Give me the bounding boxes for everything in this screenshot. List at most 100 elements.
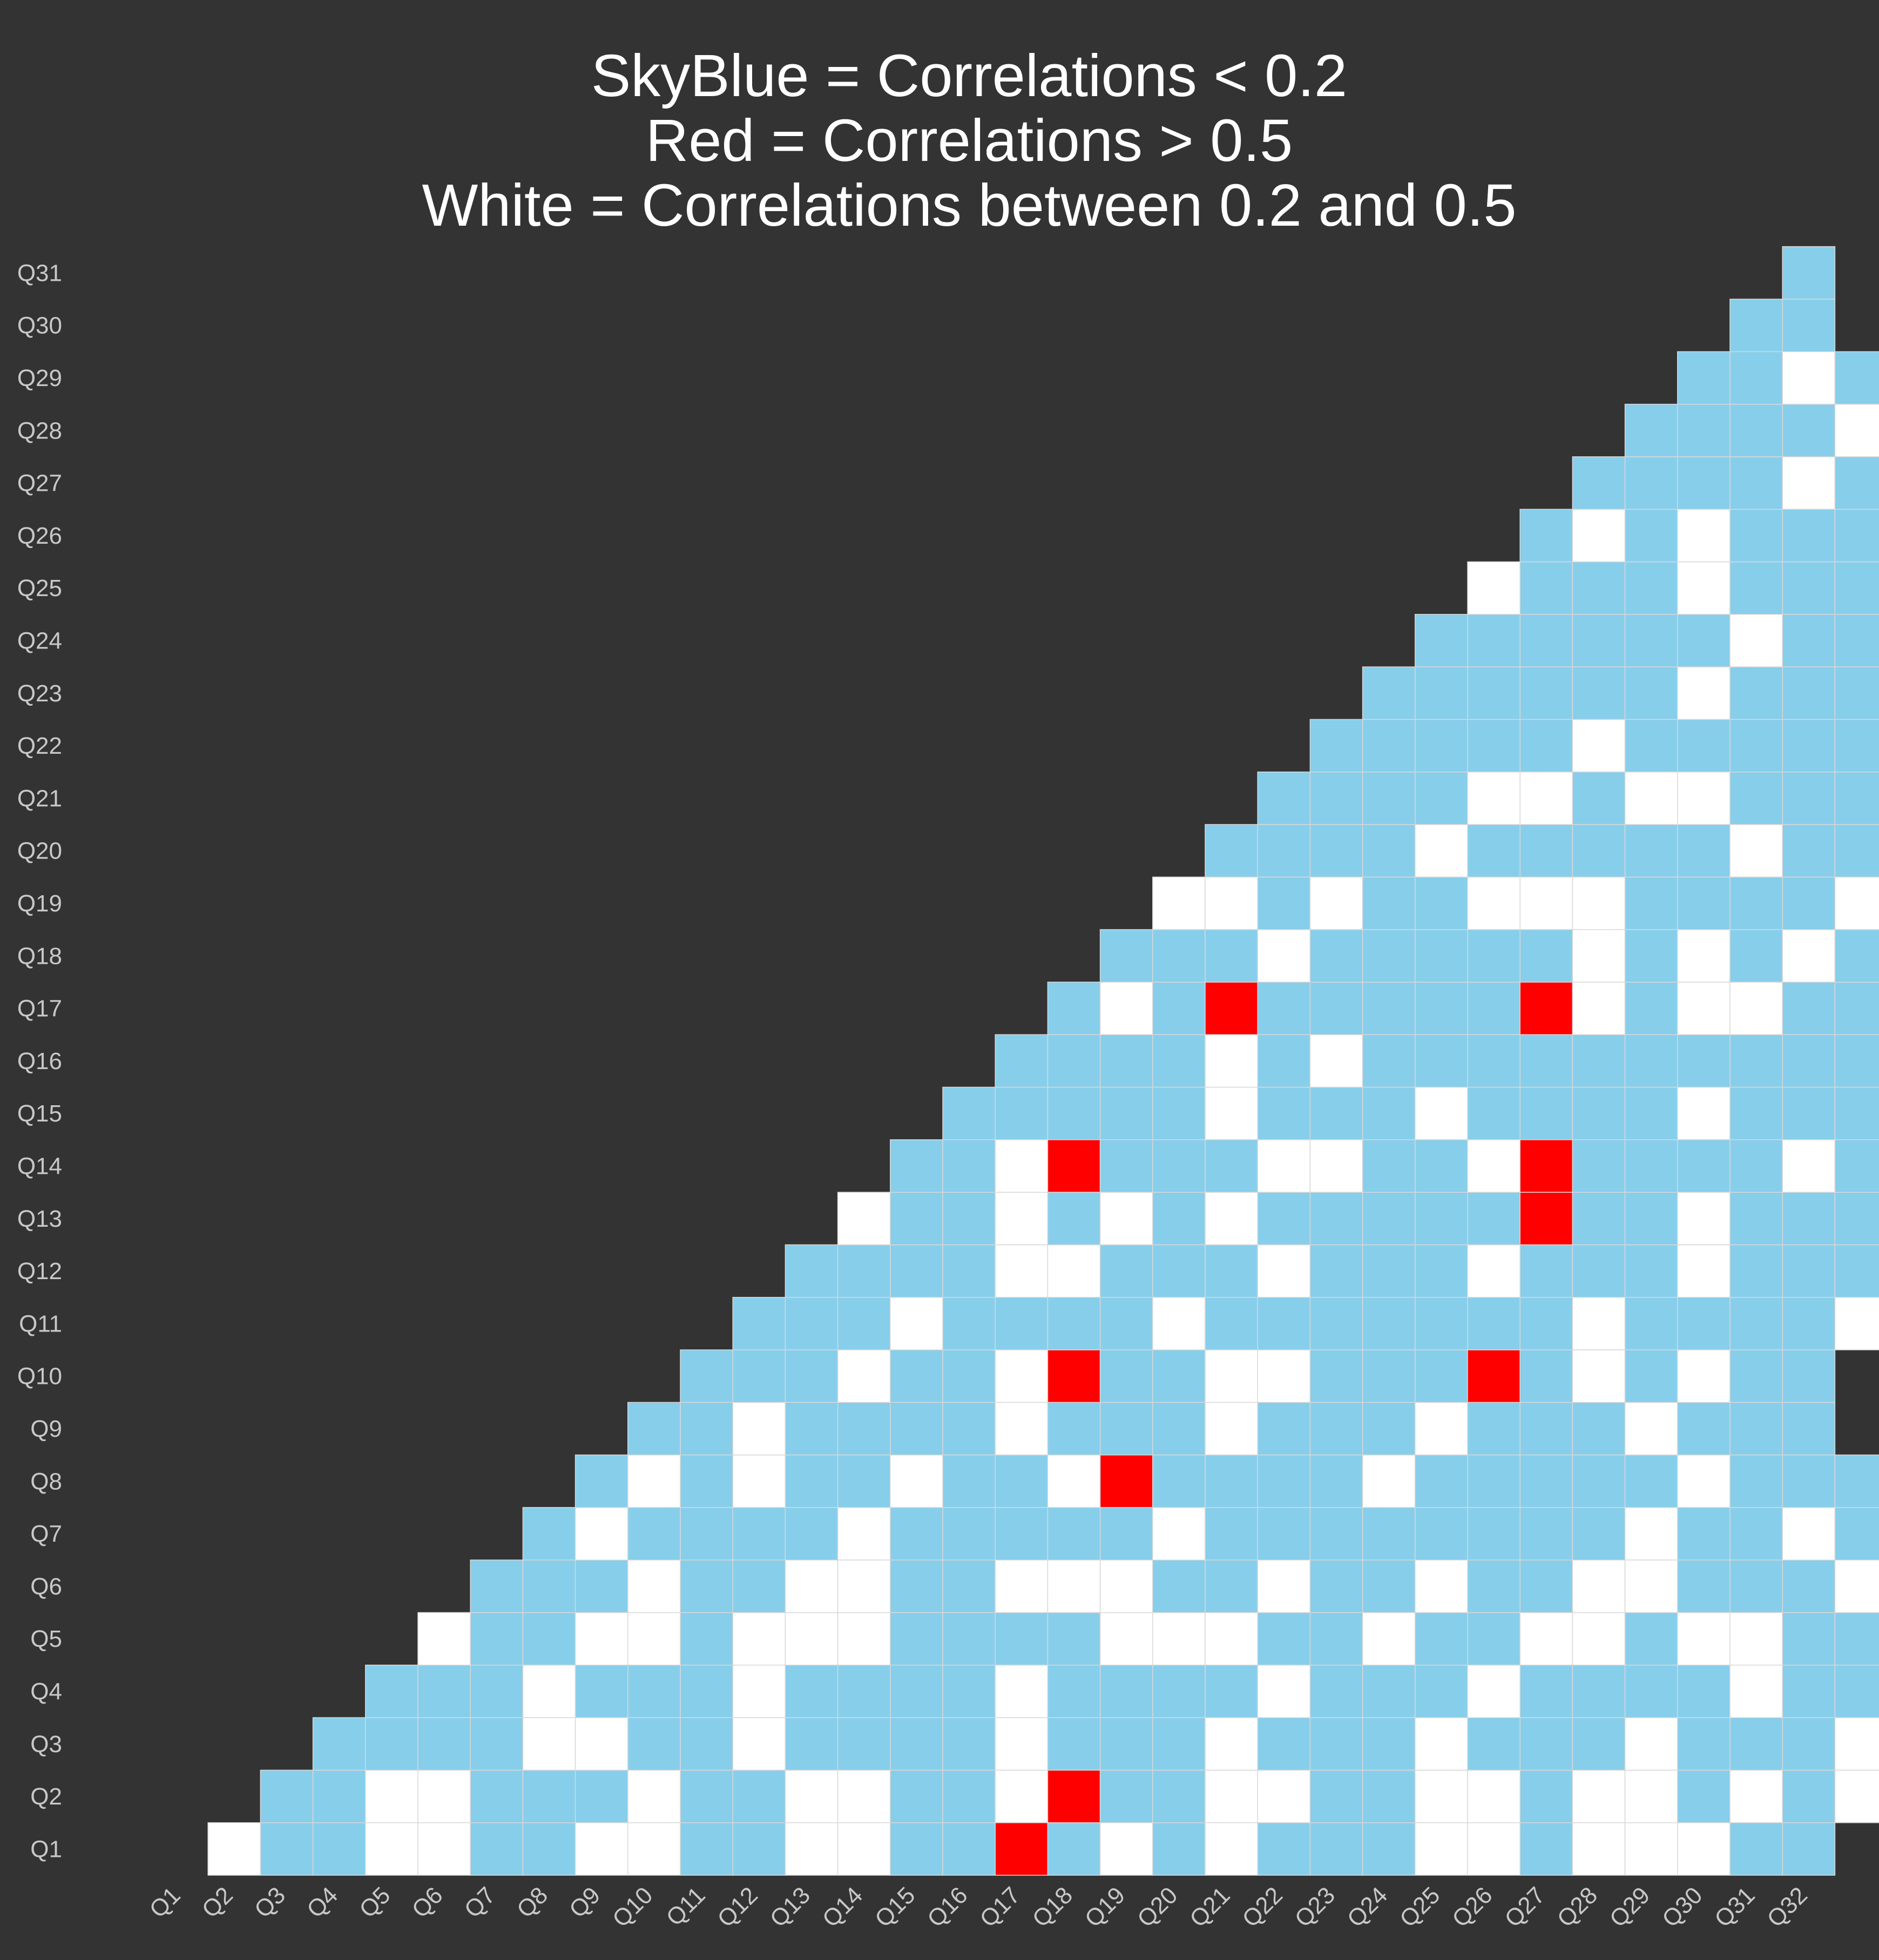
- heatmap-cell-Q12-Q23: [1309, 1244, 1363, 1298]
- heatmap-cell-Q23-Q26: [1467, 666, 1520, 720]
- heatmap-cell-Q27-Q28: [1572, 456, 1626, 510]
- heatmap-cell-Q8-Q12: [732, 1454, 786, 1508]
- heatmap-cell-Q13-Q25: [1415, 1192, 1468, 1246]
- heatmap-cell-Q2-Q15: [890, 1769, 943, 1823]
- heatmap-cell-Q12-Q22: [1257, 1244, 1311, 1298]
- heatmap-cell-Q6-Q22: [1257, 1559, 1311, 1613]
- heatmap-cell-Q9-Q25: [1415, 1402, 1468, 1456]
- heatmap-cell-Q1-Q21: [1205, 1822, 1258, 1876]
- heatmap-cell-Q5-Q10: [627, 1612, 681, 1666]
- heatmap-cell-Q13-Q27: [1519, 1192, 1573, 1246]
- heatmap-cell-Q12-Q28: [1572, 1244, 1626, 1298]
- heatmap-cell-Q17-Q29: [1624, 982, 1678, 1035]
- heatmap-cell-Q18-Q24: [1362, 929, 1416, 983]
- heatmap-cell-Q17-Q25: [1415, 982, 1468, 1035]
- heatmap-cell-Q4-Q23: [1309, 1665, 1363, 1718]
- y-tick-label: Q18: [17, 943, 62, 969]
- heatmap-cell-Q25-undefined: [1834, 561, 1879, 615]
- heatmap-cell-Q24-Q25: [1415, 614, 1468, 667]
- heatmap-cell-Q5-Q17: [995, 1612, 1049, 1666]
- heatmap-cell-Q4-Q13: [785, 1665, 839, 1718]
- heatmap-cell-Q10-Q12: [732, 1349, 786, 1403]
- heatmap-cell-Q5-Q9: [574, 1612, 628, 1666]
- heatmap-cell-Q5-Q30: [1677, 1612, 1731, 1666]
- heatmap-cell-Q29-Q32: [1782, 351, 1836, 405]
- heatmap-cell-Q1-Q17: [995, 1822, 1049, 1876]
- y-tick-label: Q2: [30, 1783, 62, 1810]
- heatmap-cell-Q13-Q30: [1677, 1192, 1731, 1246]
- heatmap-cell-Q10-Q32: [1782, 1349, 1836, 1403]
- heatmap-cell-Q11-undefined: [1834, 1296, 1879, 1350]
- heatmap-cell-Q28-Q30: [1677, 403, 1731, 457]
- heatmap-cell-Q18-Q26: [1467, 929, 1520, 983]
- heatmap-cell-Q3-Q20: [1152, 1717, 1206, 1771]
- heatmap-cell-Q15-Q22: [1257, 1086, 1311, 1140]
- heatmap-cell-Q20-Q22: [1257, 824, 1311, 878]
- y-tick-label: Q24: [17, 627, 62, 654]
- heatmap-cell-Q11-Q13: [785, 1296, 839, 1350]
- heatmap-cell-Q30-Q32: [1782, 299, 1836, 353]
- heatmap-cell-Q24-Q29: [1624, 614, 1678, 667]
- heatmap-cell-Q22-Q29: [1624, 719, 1678, 773]
- heatmap-cell-Q13-Q15: [890, 1192, 943, 1246]
- heatmap-cell-Q25-Q27: [1519, 561, 1573, 615]
- heatmap-cell-Q9-Q12: [732, 1402, 786, 1456]
- heatmap-cell-Q7-Q18: [1047, 1507, 1101, 1560]
- heatmap-cell-Q13-Q20: [1152, 1192, 1206, 1246]
- heatmap-cell-Q2-Q7: [470, 1769, 524, 1823]
- heatmap-cell-Q3-Q10: [627, 1717, 681, 1771]
- heatmap-cell-Q18-Q25: [1415, 929, 1468, 983]
- heatmap-cell-Q23-Q30: [1677, 666, 1731, 720]
- heatmap-cell-Q1-Q28: [1572, 1822, 1626, 1876]
- heatmap-cell-Q8-Q20: [1152, 1454, 1206, 1508]
- heatmap-cell-Q7-Q14: [837, 1507, 891, 1560]
- heatmap-cell-Q1-Q23: [1309, 1822, 1363, 1876]
- heatmap-cell-Q19-Q26: [1467, 876, 1520, 930]
- heatmap-cell-Q4-Q25: [1415, 1665, 1468, 1718]
- heatmap-cell-Q29-Q30: [1677, 351, 1731, 405]
- heatmap-cell-Q3-Q21: [1205, 1717, 1258, 1771]
- heatmap-cell-Q26-Q28: [1572, 509, 1626, 563]
- heatmap-cell-Q10-Q29: [1624, 1349, 1678, 1403]
- heatmap-cell-Q12-Q15: [890, 1244, 943, 1298]
- heatmap-cell-Q9-Q27: [1519, 1402, 1573, 1456]
- heatmap-cell-Q7-Q15: [890, 1507, 943, 1560]
- heatmap-cell-Q13-Q18: [1047, 1192, 1101, 1246]
- heatmap-cell-Q22-Q32: [1782, 719, 1836, 773]
- heatmap-cell-Q16-Q32: [1782, 1034, 1836, 1088]
- heatmap-cell-Q5-Q19: [1099, 1612, 1153, 1666]
- heatmap-cell-Q5-Q11: [680, 1612, 733, 1666]
- heatmap-cell-Q2-Q30: [1677, 1769, 1731, 1823]
- heatmap-cell-Q6-Q12: [732, 1559, 786, 1613]
- heatmap-cell-Q1-Q30: [1677, 1822, 1731, 1876]
- heatmap-cell-Q20-Q30: [1677, 824, 1731, 878]
- heatmap-cell-Q16-Q17: [995, 1034, 1049, 1088]
- heatmap-cell-Q22-Q24: [1362, 719, 1416, 773]
- heatmap-cell-Q10-Q13: [785, 1349, 839, 1403]
- heatmap-cell-Q7-Q30: [1677, 1507, 1731, 1560]
- heatmap-cell-Q1-Q16: [942, 1822, 996, 1876]
- heatmap-cell-Q4-Q7: [470, 1665, 524, 1718]
- heatmap-cell-Q9-Q10: [627, 1402, 681, 1456]
- heatmap-cell-Q3-Q19: [1099, 1717, 1153, 1771]
- heatmap-cell-Q14-Q27: [1519, 1139, 1573, 1193]
- heatmap-cell-Q19-Q32: [1782, 876, 1836, 930]
- heatmap-cell-Q12-Q17: [995, 1244, 1049, 1298]
- heatmap-cell-Q10-Q30: [1677, 1349, 1731, 1403]
- heatmap-cell-Q2-Q19: [1099, 1769, 1153, 1823]
- heatmap-cell-Q3-Q27: [1519, 1717, 1573, 1771]
- heatmap-cell-Q15-Q23: [1309, 1086, 1363, 1140]
- heatmap-cell-Q3-Q30: [1677, 1717, 1731, 1771]
- heatmap-cell-Q9-Q32: [1782, 1402, 1836, 1456]
- heatmap-cell-Q9-Q23: [1309, 1402, 1363, 1456]
- heatmap-cell-Q15-Q26: [1467, 1086, 1520, 1140]
- heatmap-cell-Q25-Q28: [1572, 561, 1626, 615]
- y-tick-label: Q20: [17, 838, 62, 864]
- heatmap-cell-Q1-Q12: [732, 1822, 786, 1876]
- y-tick-label: Q17: [17, 996, 62, 1022]
- title-line-3: White = Correlations between 0.2 and 0.5: [422, 172, 1516, 239]
- heatmap-cell-Q15-Q25: [1415, 1086, 1468, 1140]
- heatmap-cell-Q19-Q20: [1152, 876, 1206, 930]
- heatmap-cell-Q25-Q29: [1624, 561, 1678, 615]
- heatmap-cell-Q6-Q14: [837, 1559, 891, 1613]
